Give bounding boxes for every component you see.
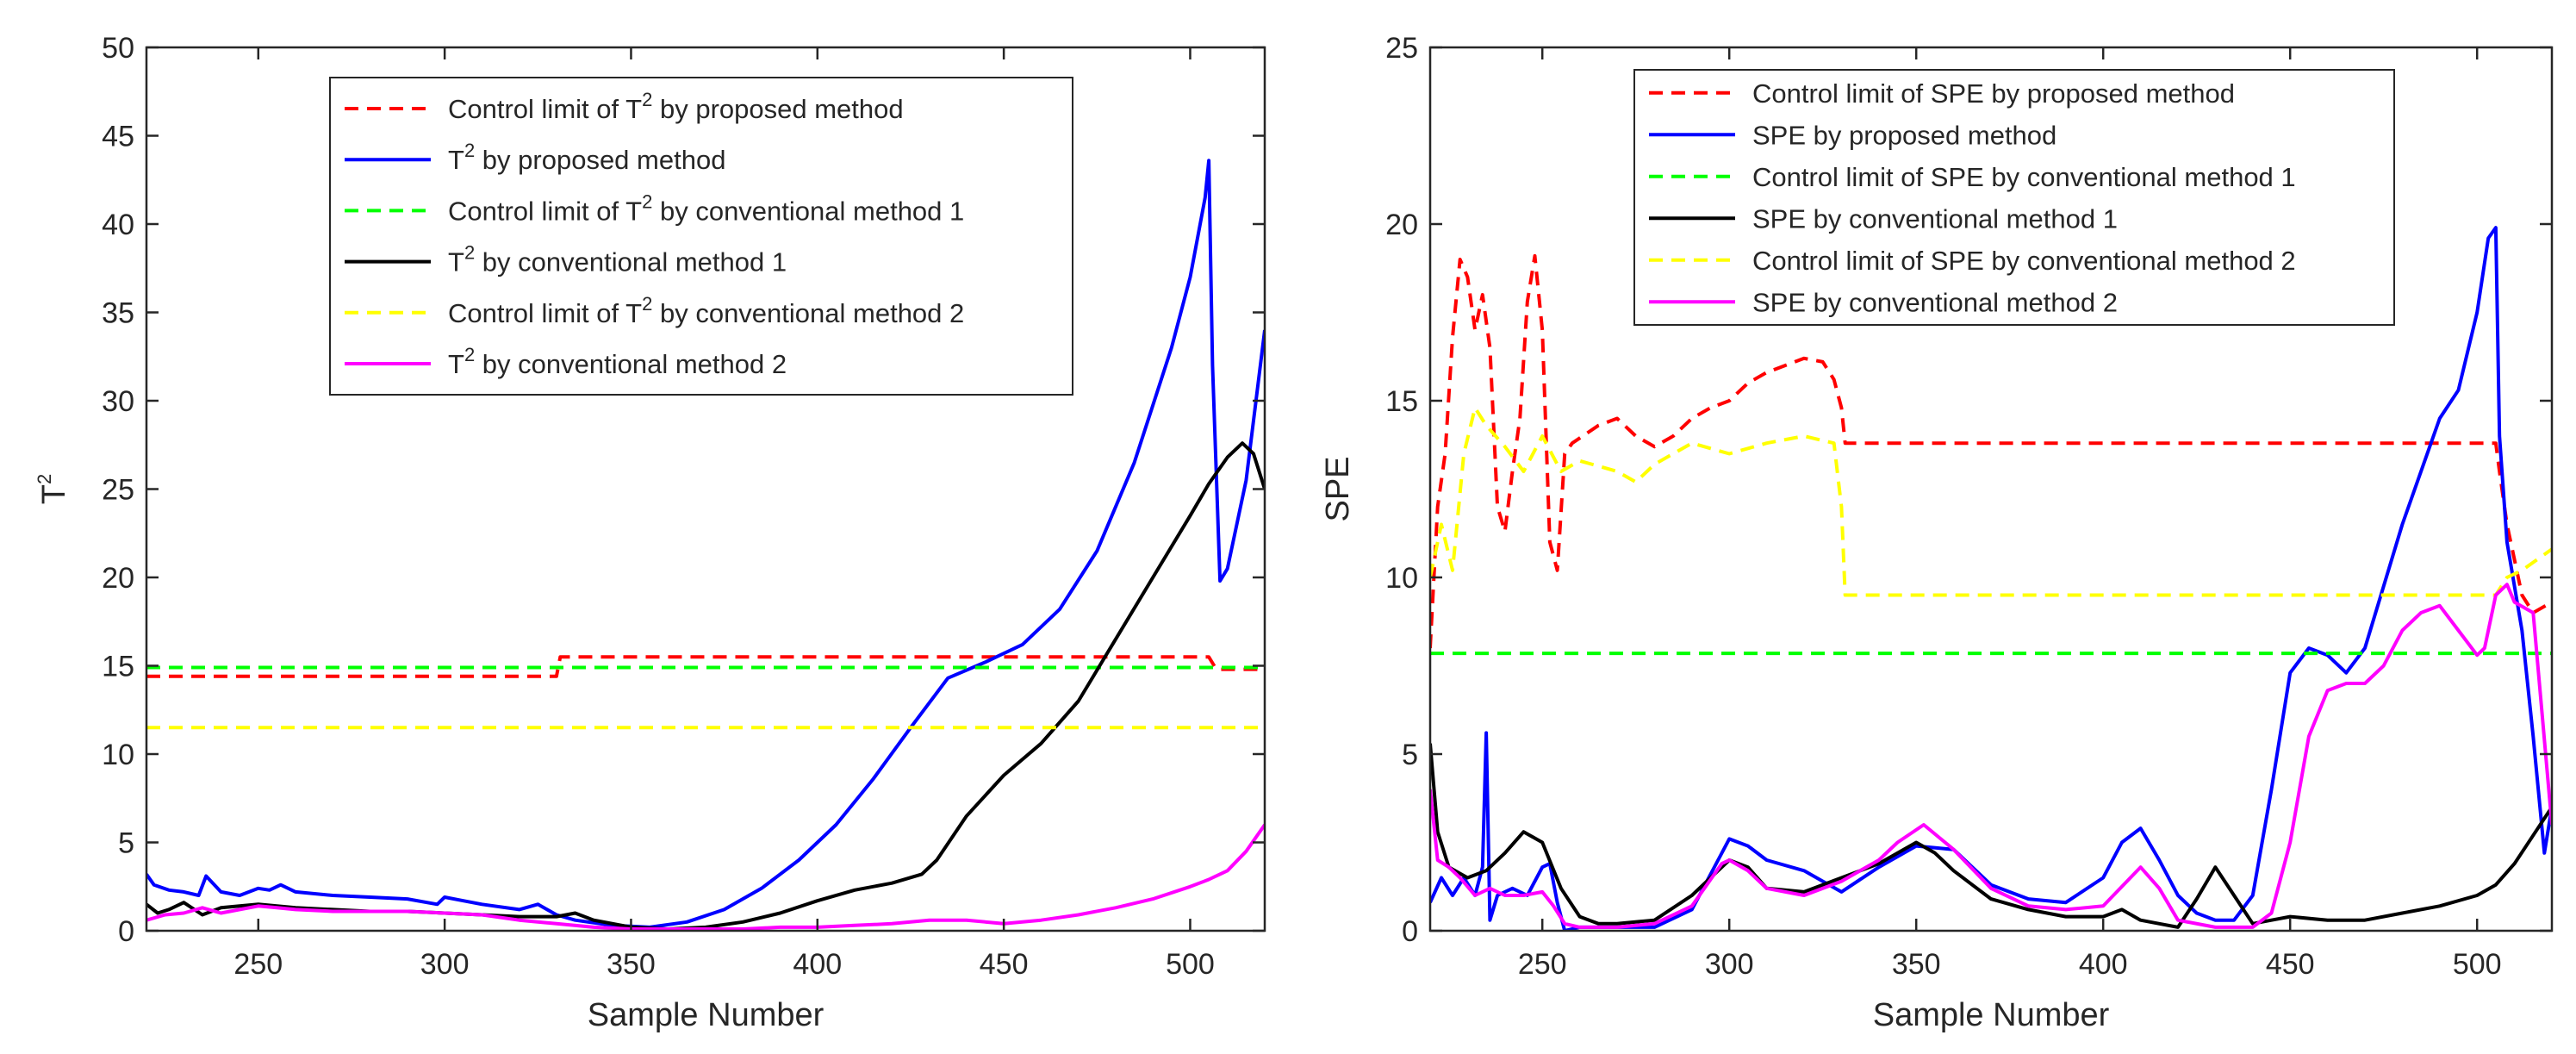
legend-entry-6: T2 by conventional method 2 xyxy=(448,344,787,379)
legend-entry-text: Control limit of T xyxy=(448,94,642,124)
x-axis-label: Sample Number xyxy=(588,997,824,1033)
legend-box xyxy=(1633,69,2395,326)
legend-entry-text: Control limit of SPE by conventional met… xyxy=(1752,162,2296,192)
x-tick-label: 450 xyxy=(2266,948,2315,981)
legend-entry-text: by conventional method 2 xyxy=(652,298,964,328)
x-axis-label: Sample Number xyxy=(1873,997,2110,1033)
y-tick-label: 20 xyxy=(1385,209,1418,241)
legend-entry-3: Control limit of SPE by conventional met… xyxy=(1752,162,2296,192)
legend: Control limit of T2 by proposed methodT2… xyxy=(329,77,1073,396)
y-axis-label-text: T xyxy=(36,484,72,504)
series-line-2 xyxy=(1430,226,2552,931)
legend-entry-2: T2 by proposed method xyxy=(448,140,725,175)
legend-entry-text: Control limit of T xyxy=(448,196,642,226)
legend-entry-superscript: 2 xyxy=(464,344,475,365)
legend-entry-1: Control limit of T2 by proposed method xyxy=(448,89,904,124)
chart-spe: 250 300 350 400 450 500 0 5 10 15 20 25 Sample Numbe… xyxy=(1320,32,2554,1033)
y-tick-label: 5 xyxy=(1402,739,1418,771)
legend-entry-text: Control limit of T xyxy=(448,298,642,328)
y-tick-label: 40 xyxy=(102,209,134,241)
legend-entry-text: by conventional method 2 xyxy=(475,349,787,379)
y-axis-label-text: SPE xyxy=(1320,456,1356,521)
legend-entry-2: SPE by proposed method xyxy=(1752,120,2056,150)
series-line-6 xyxy=(146,823,1265,931)
y-tick-label: 30 xyxy=(102,385,134,418)
legend-entry-text: by proposed method xyxy=(652,94,903,124)
series-line-4 xyxy=(1430,743,2552,929)
y-tick-label: 20 xyxy=(102,562,134,595)
y-axis-label: T2 xyxy=(34,474,72,504)
y-tick-label: 25 xyxy=(1385,32,1418,65)
series-group xyxy=(1430,226,2552,931)
legend-entry-text: SPE by proposed method xyxy=(1752,120,2056,150)
legend-entry-text: by proposed method xyxy=(475,145,725,175)
x-tick-label: 400 xyxy=(793,948,842,981)
y-tick-label: 35 xyxy=(102,297,134,330)
legend-entry-text: Control limit of SPE by proposed method xyxy=(1752,78,2235,109)
x-tick-label: 450 xyxy=(980,948,1029,981)
axes-box xyxy=(1428,46,2554,932)
series-line-1 xyxy=(146,655,1265,678)
x-tick-label: 350 xyxy=(607,948,656,981)
legend-entry-superscript: 2 xyxy=(642,89,652,110)
x-tick-label: 300 xyxy=(420,948,470,981)
legend: Control limit of SPE by proposed method S… xyxy=(1633,69,2395,326)
legend-entry-3: Control limit of T2 by conventional meth… xyxy=(448,190,964,226)
x-tick-label: 500 xyxy=(2453,948,2502,981)
y-tick-label: 15 xyxy=(102,651,134,683)
legend-entry-text: SPE by conventional method 2 xyxy=(1752,287,2118,317)
x-tick-label: 500 xyxy=(1166,948,1215,981)
y-tick-label: 25 xyxy=(102,474,134,507)
legend-entry-1: Control limit of SPE by proposed method xyxy=(1752,78,2235,109)
y-tick-label: 0 xyxy=(118,915,134,948)
legend-entry-6: SPE by conventional method 2 xyxy=(1752,287,2118,317)
legend-entry-text: SPE by conventional method 1 xyxy=(1752,203,2118,234)
x-tick-label: 350 xyxy=(1892,948,1941,981)
y-tick-label: 50 xyxy=(102,32,134,65)
chart-t2: 250 300 350 400 450 500 0 5 10 15 20 25 30 35 40 45 50 Sa… xyxy=(34,32,1266,1033)
legend-entry-text: T xyxy=(448,145,464,175)
series-line-6 xyxy=(1430,583,2552,929)
legend-entry-4: SPE by conventional method 1 xyxy=(1752,203,2118,234)
legend-entry-superscript: 2 xyxy=(464,242,475,264)
x-tick-label: 250 xyxy=(1518,948,1567,981)
x-tick-label: 250 xyxy=(233,948,283,981)
legend-entry-5: Control limit of T2 by conventional meth… xyxy=(448,293,964,328)
y-tick-label: 5 xyxy=(118,827,134,860)
y-tick-label: 0 xyxy=(1402,915,1418,948)
x-tick-label: 300 xyxy=(1705,948,1754,981)
y-tick-label: 10 xyxy=(1385,562,1418,595)
series-group xyxy=(146,159,1265,931)
y-tick-label: 45 xyxy=(102,121,134,153)
legend-entry-text: T xyxy=(448,349,464,379)
legend-entry-text: Control limit of SPE by conventional met… xyxy=(1752,246,2296,276)
legend-entry-text: by conventional method 1 xyxy=(475,247,787,278)
y-axis-label-superscript: 2 xyxy=(34,474,55,484)
y-tick-label: 10 xyxy=(102,739,134,771)
legend-entry-superscript: 2 xyxy=(464,140,475,161)
legend-entry-superscript: 2 xyxy=(642,293,652,315)
legend-entry-5: Control limit of SPE by conventional met… xyxy=(1752,246,2296,276)
series-line-1 xyxy=(1430,253,2552,649)
legend-entry-4: T2 by conventional method 1 xyxy=(448,242,787,278)
legend-entry-superscript: 2 xyxy=(642,190,652,212)
y-axis-label: SPE xyxy=(1320,456,1356,521)
legend-entry-text: by conventional method 1 xyxy=(652,196,964,226)
series-line-5 xyxy=(1430,406,2552,597)
y-tick-label: 15 xyxy=(1385,385,1418,418)
legend-entry-text: T xyxy=(448,247,464,278)
legend-box xyxy=(329,77,1073,396)
x-tick-label: 400 xyxy=(2079,948,2128,981)
